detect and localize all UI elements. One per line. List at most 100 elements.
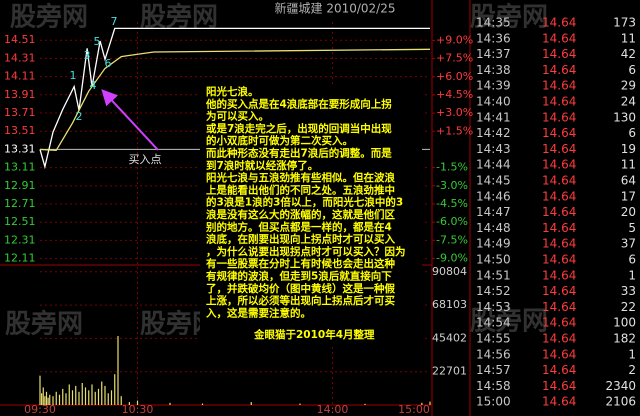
trade-time: 14:36 <box>476 31 511 45</box>
trade-time: 14:45 <box>476 174 511 188</box>
volume-bar <box>364 403 366 405</box>
volume-bar <box>55 391 57 405</box>
trade-time: 14:46 <box>476 189 511 203</box>
y2-tick-label: -1.5% <box>436 161 468 174</box>
trade-time: 14:47 <box>476 205 511 219</box>
volume-tick-label: 90804 <box>432 265 467 278</box>
trade-volume: 20 <box>621 205 636 219</box>
trade-volume: 6 <box>628 63 636 77</box>
x-tick-label: 15:00 <box>398 403 430 416</box>
trade-price: 14.64 <box>542 205 576 219</box>
volume-tick-label: 22701 <box>432 365 467 378</box>
trade-time: 14:40 <box>476 95 511 109</box>
trade-volume: 5 <box>628 221 636 235</box>
trade-volume: 11 <box>621 31 636 45</box>
trade-time: 14:35 <box>476 16 511 30</box>
trade-time: 14:44 <box>476 158 511 172</box>
trade-price: 14.64 <box>542 79 576 93</box>
wave-label: 1 <box>70 69 77 82</box>
trade-volume: 2 <box>628 363 636 377</box>
buy-label: 买入点 <box>129 153 162 166</box>
annotation-line: ，为什么说要出现拐点时才可以买入？因为 <box>206 245 406 258</box>
annotation-line: 为可以买入。 <box>206 110 269 123</box>
volume-bar <box>52 396 54 405</box>
wave-label: 7 <box>111 15 118 28</box>
volume-bar <box>45 391 48 405</box>
trade-volume: 6 <box>628 126 636 140</box>
y2-tick-label: -6.0% <box>436 215 468 228</box>
volume-bar <box>65 393 67 405</box>
trade-volume: 37 <box>621 237 636 251</box>
x-tick-label: 14:00 <box>317 403 349 416</box>
wave-label: 2 <box>76 110 83 123</box>
volume-bar <box>429 401 431 405</box>
trade-volume: 1 <box>628 347 636 361</box>
buy-arrow <box>101 89 159 151</box>
y2-tick-label: +3.0% <box>436 106 473 119</box>
volume-bar <box>71 390 74 405</box>
y2-tick-label: -4.5% <box>436 197 468 210</box>
trade-time: 14:37 <box>476 47 511 61</box>
watermark: 股旁网 <box>5 309 83 340</box>
chart-title: 新疆城建 2010/02/25 <box>275 1 396 16</box>
x-tick-label: 10:30 <box>122 403 154 416</box>
trade-volume: 11 <box>621 158 636 172</box>
trade-price: 14.64 <box>542 221 576 235</box>
trade-volume: 6 <box>628 253 636 267</box>
trade-time: 15:00 <box>476 395 511 409</box>
wave-label: 3 <box>84 49 91 62</box>
y-tick-label: 14.31 <box>4 51 36 64</box>
y-tick-label: 13.51 <box>4 124 36 137</box>
y-tick-label: 12.51 <box>4 215 36 228</box>
volume-bar <box>78 391 80 405</box>
volume-bar <box>44 396 46 405</box>
trade-price: 14.64 <box>542 395 576 409</box>
trade-price: 14.64 <box>542 31 576 45</box>
annotation-line: 别的地方。但买点都是一样的，都是在4 <box>205 220 392 233</box>
trade-time: 14:57 <box>476 363 511 377</box>
volume-bar <box>91 384 93 405</box>
watermark: 股旁网 <box>10 2 88 33</box>
trade-price: 14.64 <box>542 379 576 393</box>
trade-time: 14:38 <box>476 63 511 77</box>
annotation-line: 浪是没有这么大的涨幅的，这就是他们区 <box>206 208 395 221</box>
annotation-line: 而此种形态没有走出7浪后的调整。而是 <box>206 147 392 160</box>
volume-bar <box>81 382 83 405</box>
y-tick-label: 13.91 <box>4 88 36 101</box>
annotation-signature: 金眼猫于2010年4月整理 <box>253 328 375 341</box>
volume-bar <box>58 394 61 405</box>
trade-time: 14:52 <box>476 284 511 298</box>
wave-label: 6 <box>105 57 112 70</box>
trade-time: 14:50 <box>476 253 511 267</box>
volume-bar <box>101 381 103 405</box>
trade-price: 14.64 <box>542 300 576 314</box>
volume-bar <box>88 390 90 405</box>
volume-bar <box>117 336 119 405</box>
y-tick-label: 13.71 <box>4 106 36 119</box>
y2-tick-label: +1.5% <box>436 124 473 137</box>
trade-volume: 182 <box>613 332 636 346</box>
y-tick-label: 14.11 <box>4 70 36 83</box>
volume-bar <box>114 374 116 405</box>
annotation-line: 有规律的波浪，但走到5浪后就直接向下 <box>206 270 392 283</box>
trade-volume: 130 <box>613 110 636 124</box>
volume-bar <box>84 387 87 405</box>
trade-volume: 29 <box>621 79 636 93</box>
volume-bar <box>299 403 301 405</box>
trade-time: 14:55 <box>476 332 511 346</box>
trade-time: 14:51 <box>476 268 511 282</box>
annotation-line: 的小双底时可做为第二次买入。 <box>206 134 353 147</box>
trade-time: 14:43 <box>476 142 511 156</box>
trade-price: 14.64 <box>542 363 576 377</box>
trade-volume: 17 <box>621 189 636 203</box>
trade-price: 14.64 <box>542 316 576 330</box>
price-line <box>39 27 430 170</box>
trade-price: 14.64 <box>542 16 576 30</box>
trade-time: 14:56 <box>476 347 511 361</box>
trade-time: 14:58 <box>476 379 511 393</box>
annotation-box <box>200 84 422 346</box>
y2-tick-label: -7.5% <box>436 233 468 246</box>
volume-bar <box>39 375 41 405</box>
watermark: 股旁网 <box>470 2 548 33</box>
